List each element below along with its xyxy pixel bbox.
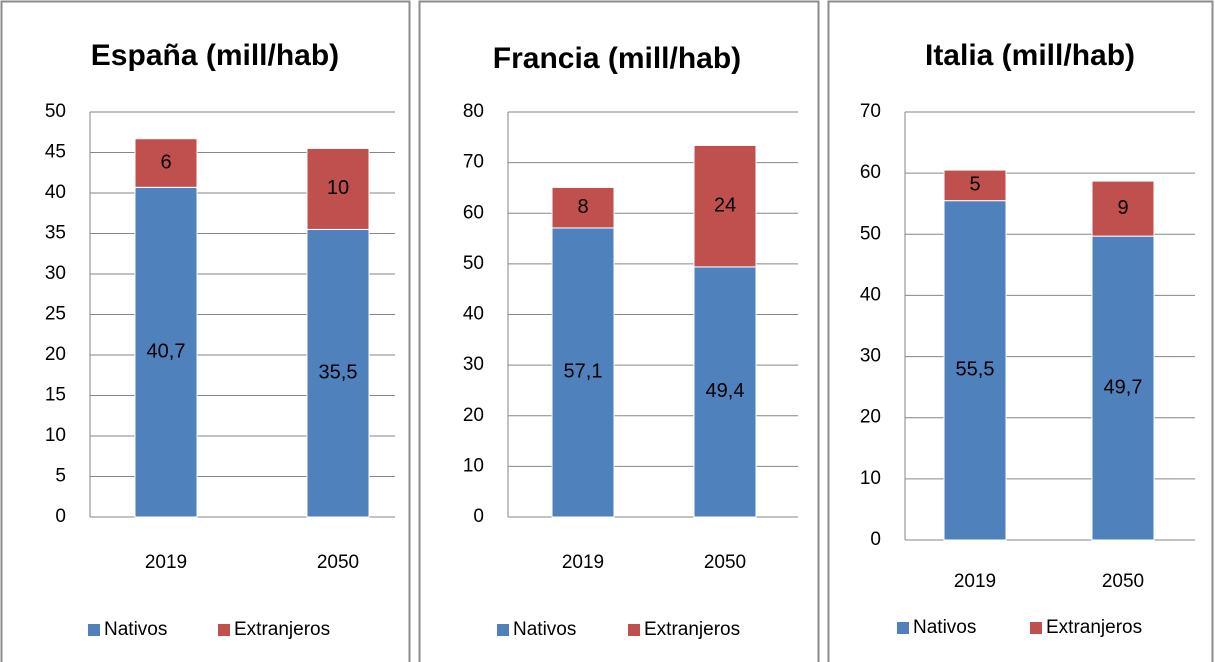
bar-segment <box>1091 180 1155 237</box>
y-tick-label: 35 <box>45 223 66 244</box>
bar-segment <box>693 266 757 518</box>
y-tick-label: 80 <box>463 101 484 122</box>
x-tick-label: 2019 <box>145 552 187 573</box>
panel-border <box>827 0 1214 662</box>
bar-segment <box>943 200 1007 541</box>
x-tick-label: 2050 <box>1102 571 1144 592</box>
y-tick-label: 5 <box>55 466 66 487</box>
x-tick-label: 2019 <box>562 552 604 573</box>
y-tick-label: 60 <box>860 162 881 183</box>
panel-border <box>0 0 411 662</box>
bar-segment <box>134 138 198 188</box>
y-tick-label: 20 <box>463 405 484 426</box>
x-tick-label: 2050 <box>317 552 359 573</box>
bar-segment <box>306 147 370 230</box>
y-tick-label: 0 <box>870 529 881 550</box>
legend-swatch <box>497 624 509 636</box>
x-tick-label: 2019 <box>954 571 996 592</box>
y-tick-label: 20 <box>860 407 881 428</box>
y-tick-label: 15 <box>45 385 66 406</box>
y-tick-label: 20 <box>45 344 66 365</box>
data-label: 6 <box>160 151 171 173</box>
y-tick-label: 25 <box>45 304 66 325</box>
y-tick-label: 0 <box>55 506 66 527</box>
legend-swatch <box>897 622 909 634</box>
y-tick-label: 45 <box>45 142 66 163</box>
y-tick-label: 50 <box>860 223 881 244</box>
data-label: 9 <box>1117 197 1128 219</box>
legend-label: Nativos <box>104 619 167 640</box>
legend-label: Extranjeros <box>1046 617 1142 638</box>
y-tick-label: 70 <box>860 101 881 122</box>
y-tick-label: 40 <box>45 182 66 203</box>
chart-title: España (mill/hab) <box>91 39 339 72</box>
chart-title: Francia (mill/hab) <box>493 42 741 75</box>
data-label: 5 <box>969 174 980 196</box>
bar-segment <box>1091 235 1155 541</box>
y-tick-label: 70 <box>463 152 484 173</box>
y-tick-label: 50 <box>463 253 484 274</box>
data-label: 8 <box>577 196 588 218</box>
y-tick-label: 40 <box>860 284 881 305</box>
y-tick-label: 50 <box>45 101 66 122</box>
legend-swatch <box>628 624 640 636</box>
data-label: 10 <box>327 177 349 199</box>
bar-segment <box>134 186 198 518</box>
chart-title: Italia (mill/hab) <box>925 39 1135 72</box>
y-tick-label: 10 <box>463 455 484 476</box>
legend-swatch <box>88 624 100 636</box>
panel-border <box>418 0 820 662</box>
data-label: 24 <box>714 194 736 216</box>
bar-segment <box>551 186 615 229</box>
y-tick-label: 30 <box>463 354 484 375</box>
y-tick-label: 60 <box>463 202 484 223</box>
data-label: 55,5 <box>956 359 995 381</box>
bar-segment <box>943 169 1007 202</box>
x-tick-label: 2050 <box>704 552 746 573</box>
y-tick-label: 10 <box>45 425 66 446</box>
legend-swatch <box>218 624 230 636</box>
legend-label: Extranjeros <box>644 619 740 640</box>
y-tick-label: 10 <box>860 468 881 489</box>
data-label: 49,7 <box>1104 376 1143 398</box>
data-label: 57,1 <box>564 361 603 383</box>
legend-swatch <box>1030 622 1042 634</box>
data-label: 35,5 <box>319 362 358 384</box>
data-label: 40,7 <box>147 340 186 362</box>
bar-segment <box>306 228 370 518</box>
legend-label: Nativos <box>913 617 976 638</box>
legend-label: Nativos <box>513 619 576 640</box>
y-tick-label: 30 <box>45 263 66 284</box>
bar-segment <box>551 227 615 518</box>
bar-segment <box>693 144 757 268</box>
y-tick-label: 40 <box>463 304 484 325</box>
legend-label: Extranjeros <box>234 619 330 640</box>
data-label: 49,4 <box>706 380 745 402</box>
y-tick-label: 30 <box>860 346 881 367</box>
y-tick-label: 0 <box>473 506 484 527</box>
